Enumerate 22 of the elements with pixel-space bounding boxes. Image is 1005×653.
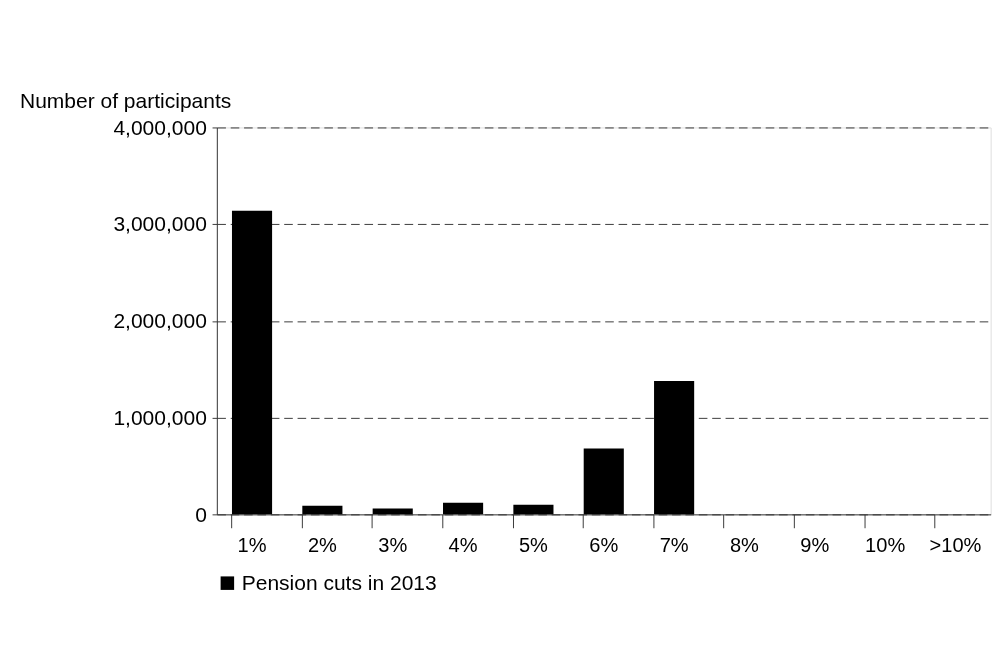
- x-tick-label: 4%: [448, 534, 478, 557]
- y-tick-label: 0: [195, 502, 207, 526]
- x-tick-label: >10%: [929, 534, 982, 557]
- x-tick-label: 3%: [378, 534, 408, 557]
- bar: [443, 502, 484, 515]
- x-tick-label: 6%: [589, 534, 619, 557]
- x-tick-label: 5%: [518, 534, 549, 557]
- x-tick-label: 1%: [237, 534, 267, 557]
- bar: [302, 505, 343, 515]
- y-axis-title: Number of participants: [19, 88, 232, 112]
- x-tick-label: 9%: [800, 534, 830, 557]
- y-tick-label: 4,000,000: [113, 115, 207, 139]
- x-tick-label: 8%: [729, 534, 760, 557]
- y-tick-label: 1,000,000: [113, 405, 207, 429]
- y-tick-label: 3,000,000: [113, 212, 207, 236]
- bar: [583, 448, 624, 515]
- y-tick-label: 2,000,000: [113, 309, 207, 333]
- bar: [513, 504, 554, 515]
- x-tick-label: 10%: [865, 534, 906, 557]
- x-tick-label: 7%: [659, 534, 689, 557]
- legend-label: Pension cuts in 2013: [241, 570, 437, 594]
- x-tick-label: 2%: [307, 534, 338, 557]
